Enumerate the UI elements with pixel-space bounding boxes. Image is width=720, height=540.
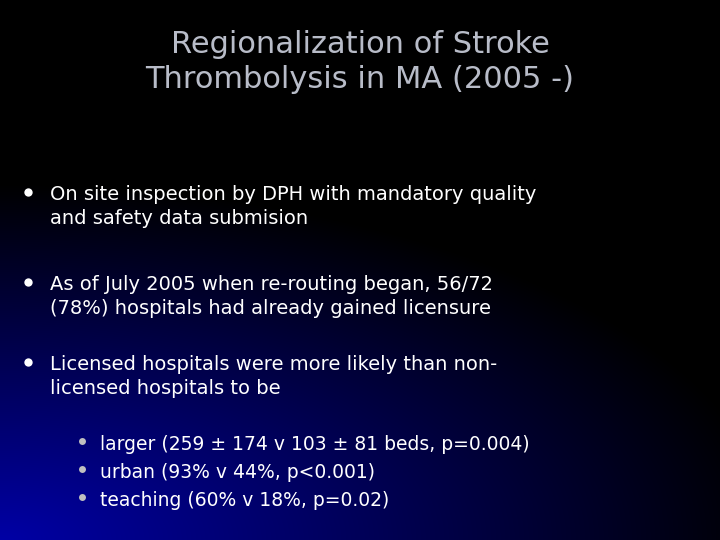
Text: Licensed hospitals were more likely than non-
licensed hospitals to be: Licensed hospitals were more likely than… — [50, 355, 498, 399]
Text: On site inspection by DPH with mandatory quality
and safety data submision: On site inspection by DPH with mandatory… — [50, 185, 536, 228]
Text: As of July 2005 when re-routing began, 56/72
(78%) hospitals had already gained : As of July 2005 when re-routing began, 5… — [50, 275, 493, 318]
Text: teaching (60% v 18%, p=0.02): teaching (60% v 18%, p=0.02) — [100, 491, 390, 510]
Text: larger (259 ± 174 v 103 ± 81 beds, p=0.004): larger (259 ± 174 v 103 ± 81 beds, p=0.0… — [100, 435, 530, 454]
Text: urban (93% v 44%, p<0.001): urban (93% v 44%, p<0.001) — [100, 463, 375, 482]
Text: Regionalization of Stroke
Thrombolysis in MA (2005 -): Regionalization of Stroke Thrombolysis i… — [145, 30, 575, 94]
